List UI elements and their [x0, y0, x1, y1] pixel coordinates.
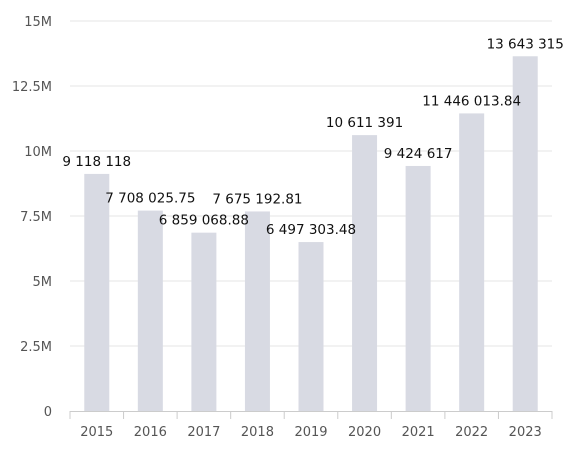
data-label-2018: 7 675 192.81 [212, 191, 302, 207]
data-label-2016: 7 708 025.75 [105, 191, 195, 207]
x-axis: 2015 2016 2017 2018 2019 2020 2021 2022 2023 [69, 411, 553, 440]
x-tick-label-2018: 2018 [241, 425, 274, 440]
data-label-2017: 6 859 068.88 [159, 213, 249, 229]
bar-2015 [84, 173, 110, 411]
x-tick-label-2023: 2023 [509, 425, 542, 440]
data-label-2022: 11 446 013.84 [422, 93, 521, 109]
bar-2020 [352, 135, 378, 412]
bar-2018 [244, 211, 270, 411]
y-tick-label: 2.5M [20, 340, 52, 355]
bar-2023 [512, 56, 538, 412]
data-label-2023: 13 643 315 [487, 36, 564, 52]
x-tick-label-2022: 2022 [455, 425, 488, 440]
data-labels: 9 118 118 7 708 025.75 6 859 068.88 7 675 1… [62, 36, 563, 238]
bars [84, 56, 538, 412]
y-tick-label: 0 [44, 405, 52, 420]
bar-2022 [459, 113, 485, 412]
y-tick-label: 10M [24, 145, 52, 160]
bar-2021 [405, 165, 431, 411]
x-tick-label-2016: 2016 [134, 425, 167, 440]
y-tick-label: 15M [24, 15, 52, 30]
y-tick-label: 7.5M [20, 210, 52, 225]
x-tick-label-2020: 2020 [348, 425, 381, 440]
bar-2019 [298, 242, 324, 411]
bar-2017 [191, 232, 217, 411]
x-tick-label-2015: 2015 [80, 425, 113, 440]
x-tick-label-2019: 2019 [294, 425, 327, 440]
bar-2016 [137, 210, 163, 411]
y-tick-label: 12.5M [12, 80, 52, 95]
data-label-2015: 9 118 118 [62, 154, 131, 170]
y-tick-label: 5M [33, 275, 53, 290]
data-label-2019: 6 497 303.48 [266, 222, 356, 238]
y-axis-ticks: 0 2.5M 5M 7.5M 10M 12.5M 15M [12, 15, 52, 420]
x-tick-label-2021: 2021 [402, 425, 435, 440]
x-tick-label-2017: 2017 [187, 425, 220, 440]
data-label-2020: 10 611 391 [326, 115, 403, 131]
data-label-2021: 9 424 617 [384, 146, 453, 162]
